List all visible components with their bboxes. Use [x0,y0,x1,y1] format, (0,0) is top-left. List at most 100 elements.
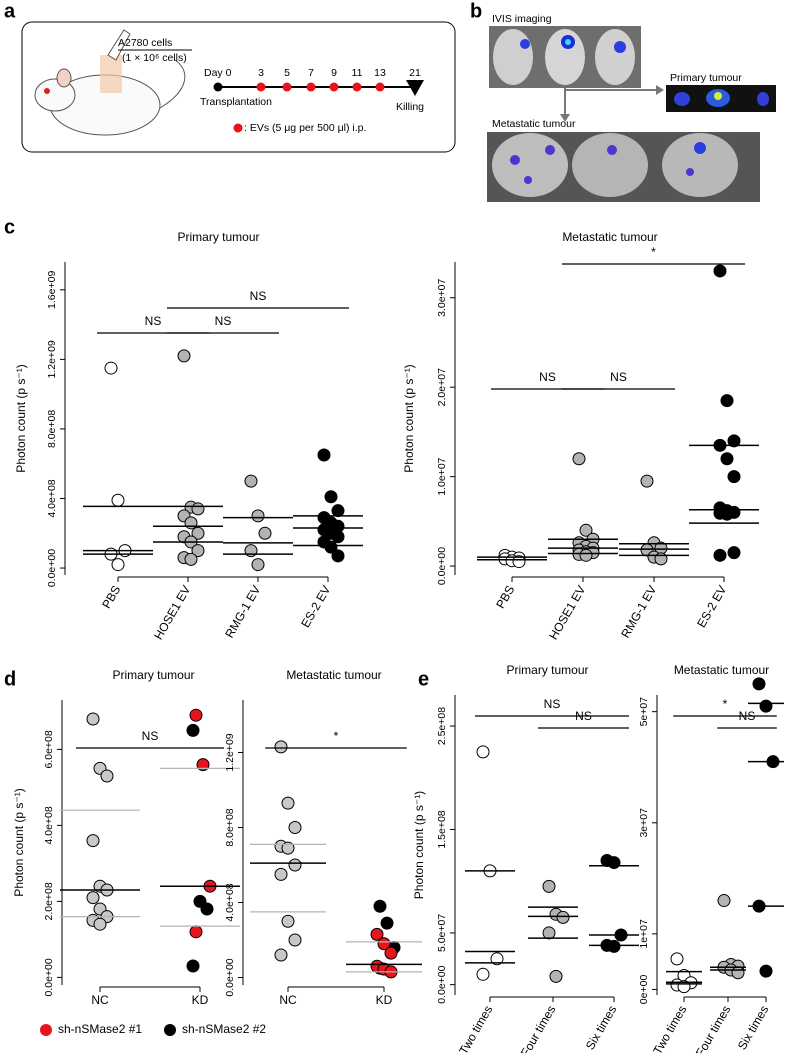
data-point [572,452,586,466]
y-tick-label: 0.0e+00 [43,958,55,996]
x-tick-label: RMG-1 EV [618,583,659,640]
significance-label: NS [575,709,592,723]
panel-label: e [418,668,429,690]
legend-swatch [40,1024,52,1036]
data-point [186,723,200,737]
data-point [713,548,727,562]
data-point [324,540,338,554]
data-point [512,555,526,569]
data-point [720,394,734,408]
chart-title: Primary tumour [506,663,588,677]
y-tick-label: 6.0e+08 [43,730,55,768]
data-point [86,712,100,726]
mouse [34,29,186,136]
significance-label: NS [142,729,159,743]
significance-label: * [723,697,728,711]
data-point [727,470,741,484]
data-point [191,502,205,516]
data-point [579,548,593,562]
data-point [759,699,773,713]
data-point [717,894,731,908]
x-tick-label: PBS [493,583,517,611]
y-tick-label: 0.0e+00 [436,547,448,585]
data-point [727,546,741,560]
data-point [93,917,107,931]
y-tick-label: 1.0e+07 [436,457,448,495]
x-tick-label: Four times [693,1003,733,1053]
data-point [104,361,118,375]
data-point [542,926,556,940]
data-point [373,899,387,913]
y-tick-label: 5.0e+07 [436,914,448,952]
ivis-images [487,26,776,202]
data-point [727,434,741,448]
y-tick-label: 0.0e+00 [436,965,448,1003]
y-tick-label: 0e+00 [638,975,650,1005]
significance-label: NS [215,314,232,328]
y-tick-label: 1.2e+09 [224,733,236,771]
data-point [542,879,556,893]
significance-label: NS [250,289,267,303]
arrow [564,88,660,118]
chart-title: Metastatic tumour [562,230,657,244]
x-tick-label: HOSE1 EV [151,583,193,642]
ev-dot [256,82,266,92]
chart-title: Primary tumour [177,230,259,244]
significance-label: NS [145,314,162,328]
chart-title: Metastatic tumour [674,663,769,677]
y-tick-label: 1e+07 [638,919,650,949]
data-point [251,558,265,572]
y-tick-label: 4.0e+08 [224,883,236,921]
data-point [377,937,391,951]
data-point [324,490,338,504]
y-tick-label: 1.2e+09 [46,340,58,378]
ev-legend-dot [233,123,243,133]
y-axis-label: Photon count (p s⁻¹) [14,364,28,472]
data-point [607,856,621,870]
data-point [274,867,288,881]
data-point [331,530,345,544]
data-point [317,448,331,462]
x-tick-label: Six times [583,1003,619,1052]
data-point [274,740,288,754]
data-point [186,959,200,973]
data-point [476,745,490,759]
data-point [752,677,766,691]
x-tick-label: KD [192,993,209,1007]
data-point [731,966,745,980]
start-dot [213,82,223,92]
data-point [251,509,265,523]
data-point [607,939,621,953]
data-point [189,925,203,939]
data-point [281,796,295,810]
data-point [281,841,295,855]
y-tick-label: 4.0e+08 [43,806,55,844]
data-point [184,552,198,566]
data-point [189,708,203,722]
x-tick-label: ES-2 EV [694,583,729,630]
legend-label: sh-nSMase2 #1 [58,1022,142,1036]
data-point [274,948,288,962]
significance-label: NS [739,709,756,723]
day-number: 9 [331,67,337,79]
y-tick-label: 1.6e+09 [46,271,58,309]
data-point [331,549,345,563]
x-tick-label: Two times [456,1003,495,1053]
data-point [288,858,302,872]
data-point [200,902,214,916]
significance-label: NS [610,370,627,384]
day-number: 3 [258,67,264,79]
data-point [86,834,100,848]
y-tick-label: 8.0e+08 [224,808,236,846]
y-tick-label: 8.0e+08 [46,410,58,448]
panel-label: b [470,0,482,22]
chart-title: Metastatic tumour [286,668,381,682]
data-point [196,758,210,772]
ev-dot [282,82,292,92]
y-tick-label: 2.0e+08 [43,882,55,920]
y-tick-label: 4.0e+08 [46,479,58,517]
end-day: 21 [409,67,421,79]
day-number: 13 [374,67,386,79]
primary-label: Primary tumour [670,72,742,84]
data-point [579,523,593,537]
